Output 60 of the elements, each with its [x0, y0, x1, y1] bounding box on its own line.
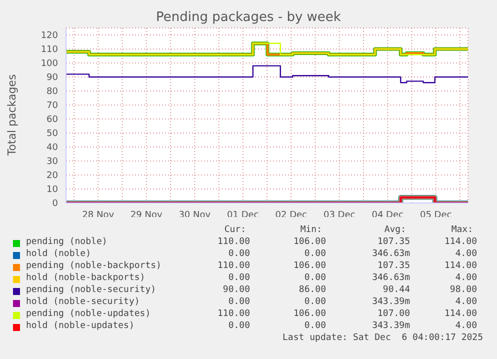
text: 4.00 [455, 273, 477, 283]
text: 114.00 [444, 309, 477, 319]
text: 106.00 [293, 309, 326, 319]
legend-label: pending (noble-backports) [26, 261, 162, 271]
y-tick-label: 0 [52, 199, 58, 210]
text: Max: [451, 225, 473, 235]
y-tick-label: 90 [46, 73, 58, 84]
text: Cur: [224, 225, 246, 235]
text: 110.00 [217, 237, 250, 247]
text: 0.00 [228, 249, 250, 259]
y-tick-label: 80 [46, 87, 58, 98]
y-tick-label: 110 [40, 45, 58, 56]
text: 346.63m [372, 249, 410, 259]
text: 4.00 [455, 249, 477, 259]
y-tick-label: 10 [46, 185, 58, 196]
text: Last update: Sat Dec 6 04:00:17 2025 [282, 333, 484, 345]
text: 4.00 [455, 297, 477, 307]
text: 107.00 [377, 309, 410, 319]
y-tick-label: 20 [46, 171, 58, 182]
y-tick-label: 70 [46, 101, 58, 112]
text: 107.35 [377, 261, 410, 271]
text: 0.00 [304, 297, 326, 307]
legend-label: hold (noble) [26, 249, 92, 259]
legend-label: pending (noble) [26, 237, 108, 247]
text: 98.00 [450, 285, 477, 295]
y-tick-label: 30 [46, 157, 58, 168]
legend-label: pending (noble-updates) [26, 309, 151, 319]
text: 110.00 [217, 261, 250, 271]
y-tick-label: 60 [46, 115, 58, 126]
text: 0.00 [304, 273, 326, 283]
text: 114.00 [444, 261, 477, 271]
legend-label: hold (noble-backports) [26, 273, 146, 283]
legend-label: hold (noble-updates) [26, 321, 134, 331]
text: 343.39m [372, 297, 410, 307]
text: 0.00 [228, 297, 250, 307]
text: 0.00 [228, 273, 250, 283]
text: Min: [300, 225, 322, 235]
text: 343.39m [372, 321, 410, 331]
y-tick-label: 100 [40, 59, 58, 70]
text: 107.35 [377, 237, 410, 247]
y-tick-label: 40 [46, 143, 58, 154]
y-tick-label: 120 [40, 31, 58, 42]
y-tick-label: 50 [46, 129, 58, 140]
text: 114.00 [444, 237, 477, 247]
text: 90.00 [222, 285, 250, 295]
text: 0.00 [228, 321, 250, 331]
chart-title: Pending packages - by week [155, 10, 342, 25]
text: 0.00 [304, 321, 326, 331]
text: 0.00 [304, 249, 326, 259]
text: 90.44 [382, 285, 410, 295]
text: 106.00 [293, 237, 326, 247]
legend-label: pending (noble-security) [26, 285, 156, 295]
text: 86.00 [298, 285, 326, 295]
text: 346.63m [372, 273, 410, 283]
y-axis-title: Total packages [6, 74, 18, 156]
text: 106.00 [293, 261, 326, 271]
text: 110.00 [217, 309, 250, 319]
text: Avg: [384, 225, 406, 235]
text: 4.00 [455, 321, 477, 331]
legend-label: hold (noble-security) [26, 297, 140, 307]
